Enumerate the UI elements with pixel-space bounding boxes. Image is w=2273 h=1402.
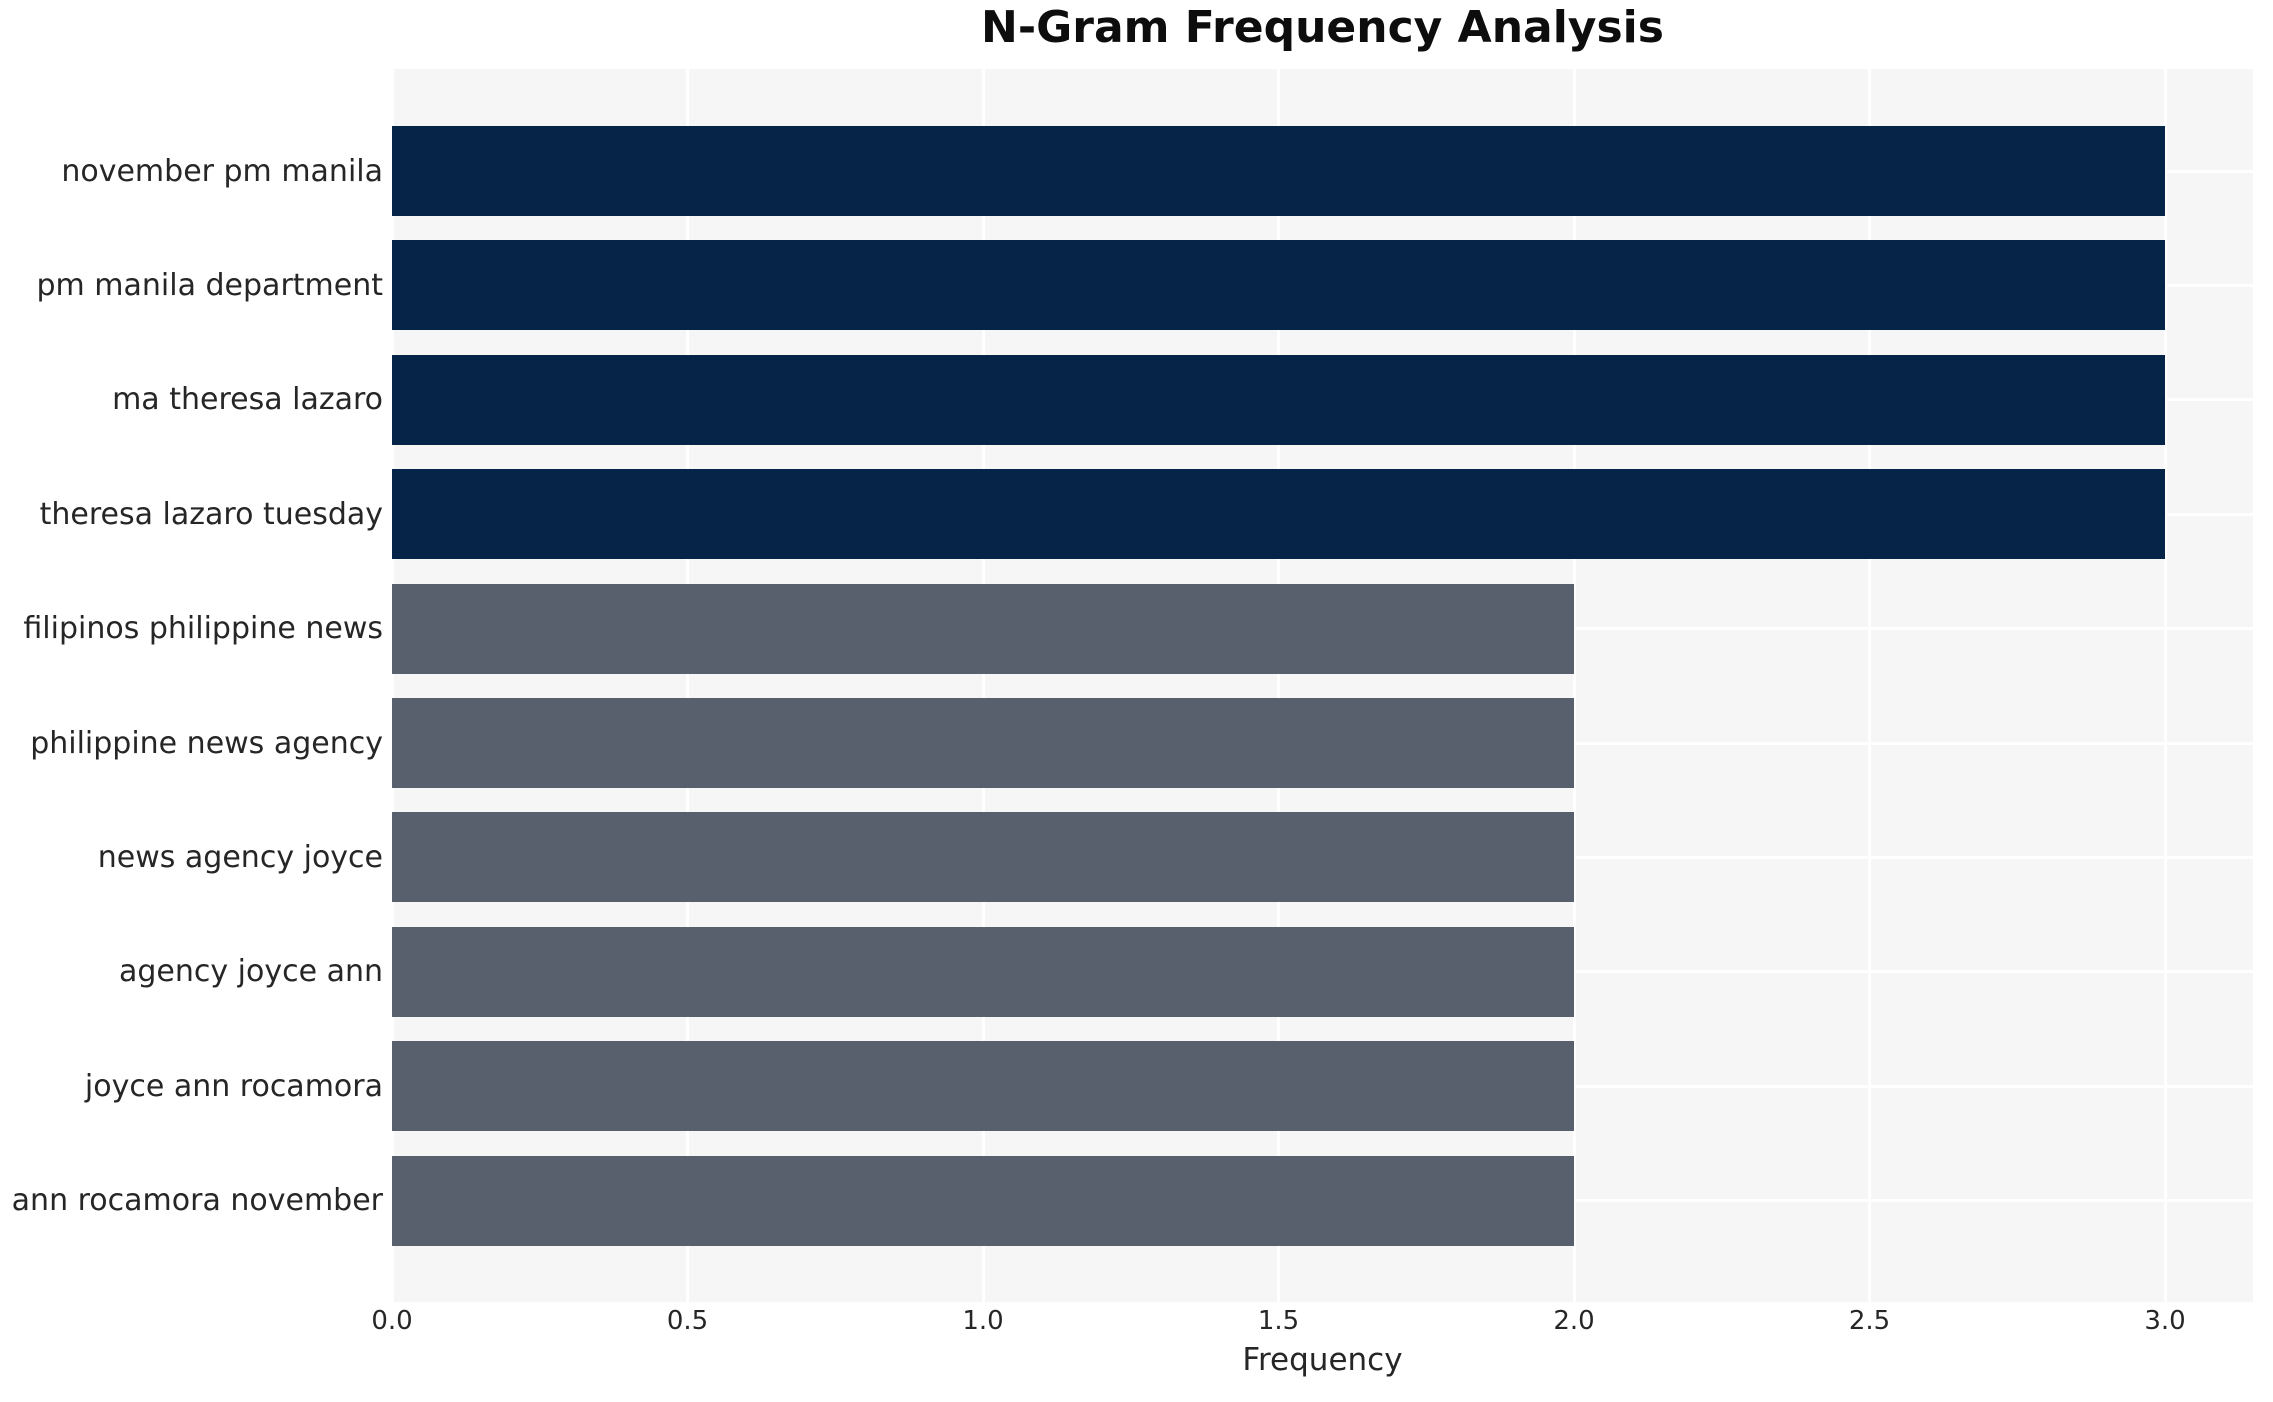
y-axis-labels: november pm manila pm manila department ma…	[0, 69, 383, 1302]
bar-pm-manila-department	[392, 240, 2165, 331]
bar-ann-rocamora-november	[392, 1155, 1574, 1246]
x-tick-label: 2.0	[1553, 1306, 1595, 1336]
gridline-vertical	[1277, 69, 1280, 1302]
gridline-vertical	[981, 69, 985, 1302]
bar-ma-theresa-lazaro	[392, 354, 2165, 445]
gridline-vertical	[1868, 69, 1871, 1302]
bar-november-pm-manila	[392, 126, 2165, 216]
y-tick-label: ma theresa lazaro	[112, 382, 383, 418]
bar-agency-joyce-ann	[392, 926, 1574, 1017]
x-tick-label: 0.5	[666, 1306, 709, 1336]
plot-area	[392, 69, 2253, 1302]
y-tick-label: news agency joyce	[97, 839, 383, 875]
bar-joyce-ann-rocamora	[392, 1041, 1574, 1132]
gridline-vertical	[1572, 69, 1576, 1302]
bar-theresa-lazaro-tuesday	[392, 469, 2165, 560]
x-tick-label: 0.0	[371, 1306, 413, 1336]
x-tick-label: 3.0	[2144, 1306, 2186, 1336]
x-tick-label: 1.5	[1257, 1306, 1300, 1336]
x-axis-label: Frequency	[1242, 1342, 1403, 1378]
bar-philippine-news-agency	[392, 698, 1574, 788]
bar-news-agency-joyce	[392, 812, 1574, 903]
y-tick-label: filipinos philippine news	[23, 611, 383, 647]
x-tick-label: 1.0	[962, 1306, 1004, 1336]
y-tick-label: november pm manila	[61, 153, 383, 189]
y-tick-label: theresa lazaro tuesday	[39, 496, 383, 532]
x-tick-label: 2.5	[1848, 1306, 1891, 1336]
gridline-vertical	[392, 69, 394, 1302]
y-tick-label: philippine news agency	[30, 725, 383, 761]
y-tick-label: pm manila department	[36, 267, 384, 303]
y-tick-label: joyce ann rocamora	[84, 1068, 383, 1104]
y-tick-label: agency joyce ann	[118, 954, 383, 990]
gridline-vertical	[2163, 69, 2167, 1302]
y-tick-label: ann rocamora november	[11, 1183, 383, 1219]
bar-filipinos-philippine-news	[392, 583, 1574, 674]
gridline-vertical	[686, 69, 689, 1302]
x-axis-ticks: 0.0 0.5 1.0 1.5 2.0 2.5 3.0	[371, 1306, 2253, 1340]
chart-title: N-Gram Frequency Analysis	[981, 2, 1664, 53]
